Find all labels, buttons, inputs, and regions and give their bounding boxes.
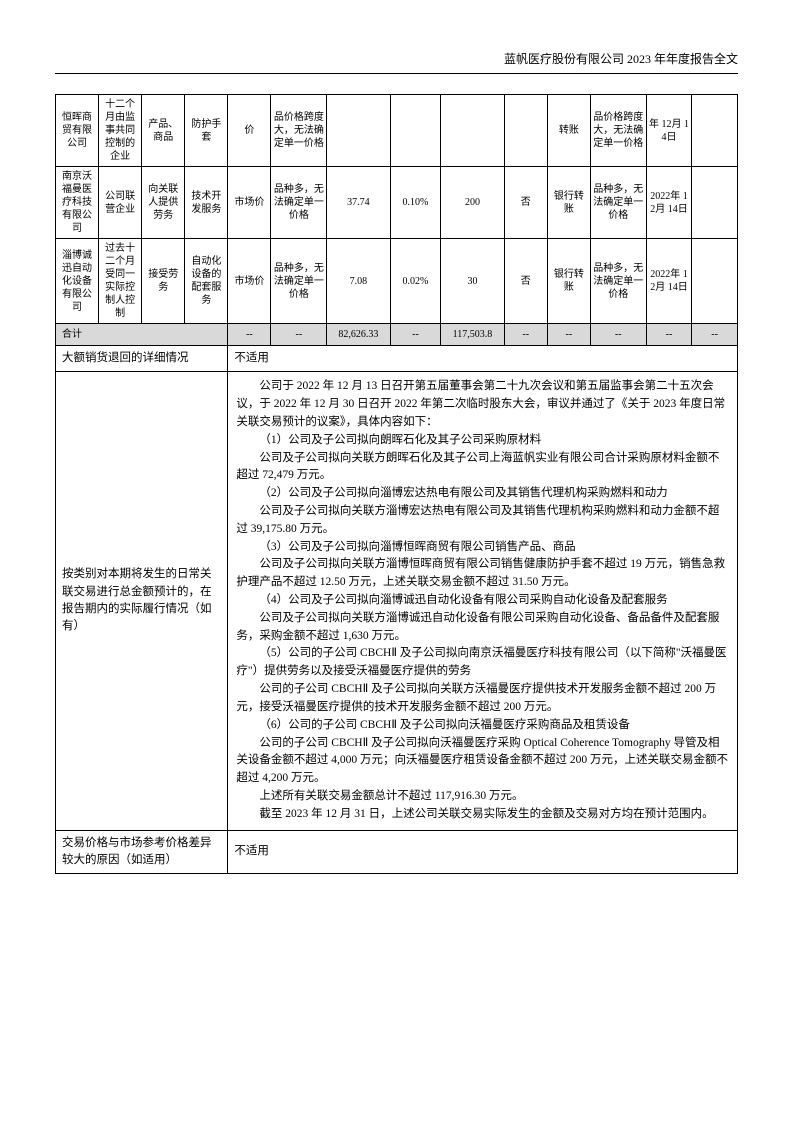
cell: --: [590, 324, 646, 346]
cell: [504, 95, 547, 167]
cell: 价: [228, 95, 271, 167]
table-row: 南京沃福曼医疗科技有限公司 公司联营企业 向关联人提供劳务 技术开发服务 市场价…: [56, 167, 738, 239]
forecast-para: 公司的子公司 CBCHⅡ 及子公司拟向沃福曼医疗采购 Optical Coher…: [236, 735, 729, 788]
pricediff-label: 交易价格与市场参考价格差异较大的原因（如适用）: [56, 830, 228, 874]
cell: 十二个月由监事共同控制的企业: [99, 95, 142, 167]
cell: 恒晖商贸有限公司: [56, 95, 99, 167]
cell: 品价格跨度大，无法确定单一价格: [271, 95, 327, 167]
cell: [692, 167, 738, 239]
cell: 品价格跨度大，无法确定单一价格: [590, 95, 646, 167]
page: 蓝帆医疗股份有限公司 2023 年年度报告全文 恒晖商贸有限公司 十二个月由监事…: [0, 0, 793, 1122]
forecast-para: （2）公司及子公司拟向淄博宏达热电有限公司及其销售代理机构采购燃料和动力: [236, 485, 729, 503]
table-row: 恒晖商贸有限公司 十二个月由监事共同控制的企业 产品、商品 防护手套 价 品价格…: [56, 95, 738, 167]
cell: 技术开发服务: [185, 167, 228, 239]
forecast-para: （4）公司及子公司拟向淄博诚迅自动化设备有限公司采购自动化设备及配套服务: [236, 592, 729, 610]
forecast-para: 上述所有关联交易金额总计不超过 117,916.30 万元。: [236, 788, 729, 806]
cell: 转账: [547, 95, 590, 167]
cell: 市场价: [228, 239, 271, 324]
cell: --: [504, 324, 547, 346]
forecast-body: 公司于 2022 年 12 月 13 日召开第五届董事会第二十九次会议和第五届监…: [228, 372, 738, 830]
page-header: 蓝帆医疗股份有限公司 2023 年年度报告全文: [55, 50, 738, 74]
cell: 年 12月 14日: [646, 95, 692, 167]
forecast-para: 公司于 2022 年 12 月 13 日召开第五届董事会第二十九次会议和第五届监…: [236, 378, 729, 431]
cell: 向关联人提供劳务: [142, 167, 185, 239]
related-party-table: 恒晖商贸有限公司 十二个月由监事共同控制的企业 产品、商品 防护手套 价 品价格…: [55, 94, 738, 874]
cell: 否: [504, 167, 547, 239]
cell: 0.10%: [390, 167, 441, 239]
cell: --: [547, 324, 590, 346]
forecast-para: 公司及子公司拟向关联方淄博宏达热电有限公司及其销售代理机构采购燃料和动力金额不超…: [236, 503, 729, 539]
cell: 2022年 12月 14日: [646, 167, 692, 239]
total-label: 合计: [56, 324, 228, 346]
cell: 品种多，无法确定单一价格: [271, 239, 327, 324]
cell: 淄博诚迅自动化设备有限公司: [56, 239, 99, 324]
forecast-para: 公司及子公司拟向关联方朗晖石化及其子公司上海蓝帆实业有限公司合计采购原材料金额不…: [236, 450, 729, 486]
cell: 公司联营企业: [99, 167, 142, 239]
forecast-para: （5）公司的子公司 CBCHⅡ 及子公司拟向南京沃福曼医疗科技有限公司（以下简称…: [236, 645, 729, 681]
forecast-para: 公司及子公司拟向关联方淄博恒晖商贸有限公司销售健康防护手套不超过 19 万元，销…: [236, 556, 729, 592]
pricediff-row: 交易价格与市场参考价格差异较大的原因（如适用） 不适用: [56, 830, 738, 874]
cell: 0.02%: [390, 239, 441, 324]
cell: 品种多，无法确定单一价格: [590, 239, 646, 324]
cell: 防护手套: [185, 95, 228, 167]
cell: 市场价: [228, 167, 271, 239]
forecast-row: 按类别对本期将发生的日常关联交易进行总金额预计的，在报告期内的实际履行情况（如有…: [56, 372, 738, 830]
returns-value: 不适用: [228, 346, 738, 372]
returns-label: 大额销货退回的详细情况: [56, 346, 228, 372]
forecast-para: 公司及子公司拟向关联方淄博诚迅自动化设备有限公司采购自动化设备、备品备件及配套服…: [236, 610, 729, 646]
cell: [441, 95, 504, 167]
forecast-para: 截至 2023 年 12 月 31 日，上述公司关联交易实际发生的金额及交易对方…: [236, 806, 729, 824]
cell: 过去十二个月受同一实际控制人控制: [99, 239, 142, 324]
cell: --: [228, 324, 271, 346]
forecast-para: （1）公司及子公司拟向朗晖石化及其子公司采购原材料: [236, 432, 729, 450]
cell: --: [271, 324, 327, 346]
cell: 接受劳务: [142, 239, 185, 324]
returns-row: 大额销货退回的详细情况 不适用: [56, 346, 738, 372]
total-row: 合计 -- -- 82,626.33 -- 117,503.8 -- -- --…: [56, 324, 738, 346]
cell: --: [692, 324, 738, 346]
cell: 30: [441, 239, 504, 324]
pricediff-value: 不适用: [228, 830, 738, 874]
cell: --: [390, 324, 441, 346]
cell: [390, 95, 441, 167]
cell: 82,626.33: [327, 324, 390, 346]
cell: 产品、商品: [142, 95, 185, 167]
cell: 银行转账: [547, 239, 590, 324]
cell: 2022年 12月 14日: [646, 239, 692, 324]
table-row: 淄博诚迅自动化设备有限公司 过去十二个月受同一实际控制人控制 接受劳务 自动化设…: [56, 239, 738, 324]
forecast-para: 公司的子公司 CBCHⅡ 及子公司拟向关联方沃福曼医疗提供技术开发服务金额不超过…: [236, 681, 729, 717]
cell: 200: [441, 167, 504, 239]
cell: [692, 239, 738, 324]
cell: 117,503.8: [441, 324, 504, 346]
cell: [692, 95, 738, 167]
cell: 否: [504, 239, 547, 324]
cell: 品种多，无法确定单一价格: [590, 167, 646, 239]
forecast-label: 按类别对本期将发生的日常关联交易进行总金额预计的，在报告期内的实际履行情况（如有…: [56, 372, 228, 830]
cell: 自动化设备的配套服务: [185, 239, 228, 324]
cell: 37.74: [327, 167, 390, 239]
cell: 品种多，无法确定单一价格: [271, 167, 327, 239]
cell: 7.08: [327, 239, 390, 324]
cell: --: [646, 324, 692, 346]
cell: [327, 95, 390, 167]
cell: 银行转账: [547, 167, 590, 239]
cell: 南京沃福曼医疗科技有限公司: [56, 167, 99, 239]
forecast-para: （6）公司的子公司 CBCHⅡ 及子公司拟向沃福曼医疗采购商品及租赁设备: [236, 717, 729, 735]
forecast-para: （3）公司及子公司拟向淄博恒晖商贸有限公司销售产品、商品: [236, 539, 729, 557]
